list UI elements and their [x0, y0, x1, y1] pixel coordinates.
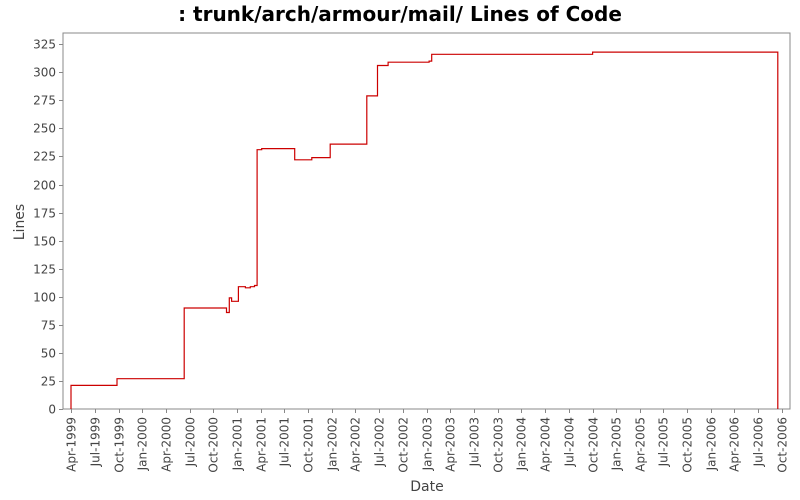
x-tick-label: Jan-2005	[610, 417, 624, 471]
chart-title: : trunk/arch/armour/mail/ Lines of Code	[178, 2, 622, 26]
x-tick-label: Jul-2005	[657, 417, 671, 467]
x-tick-label: Jul-1999	[89, 417, 103, 467]
y-tick-label: 225	[33, 150, 56, 164]
x-tick-label: Jan-2003	[421, 417, 435, 471]
y-tick-label: 175	[33, 207, 56, 221]
x-tick-label: Oct-2003	[492, 417, 506, 473]
y-tick-label: 300	[33, 66, 56, 80]
x-tick-label: Apr-2002	[349, 417, 363, 472]
y-tick-label: 150	[33, 235, 56, 249]
x-tick-label: Apr-1999	[65, 417, 79, 472]
x-tick-label: Jan-2004	[515, 417, 529, 471]
y-tick-label: 200	[33, 179, 56, 193]
y-tick-label: 50	[41, 347, 56, 361]
x-tick-label: Jul-2000	[184, 417, 198, 467]
x-tick-label: Oct-2004	[587, 417, 601, 473]
x-tick-label: Jan-2006	[705, 417, 719, 471]
x-tick-label: Oct-2001	[302, 417, 316, 473]
x-tick-label: Apr-2005	[634, 417, 648, 472]
x-tick-label: Oct-2006	[776, 417, 790, 473]
x-tick-label: Oct-2002	[397, 417, 411, 473]
x-tick-label: Apr-2001	[255, 417, 269, 472]
plot-area	[62, 32, 791, 410]
x-tick-label: Jan-2002	[326, 417, 340, 471]
y-tick-label: 275	[33, 94, 56, 108]
y-tick-label: 0	[48, 403, 56, 417]
x-tick-label: Apr-2006	[728, 417, 742, 472]
x-tick-label: Jan-2000	[136, 417, 150, 471]
y-axis-label: Lines	[12, 204, 28, 240]
y-tick-label: 250	[33, 122, 56, 136]
x-tick-label: Apr-2000	[160, 417, 174, 472]
y-tick-label: 100	[33, 291, 56, 305]
x-tick-label: Apr-2003	[444, 417, 458, 472]
x-tick-label: Jan-2001	[231, 417, 245, 471]
y-tick-label: 125	[33, 263, 56, 277]
x-tick-label: Jul-2002	[373, 417, 387, 467]
x-tick-label: Jul-2006	[752, 417, 766, 467]
series-line	[70, 51, 779, 409]
x-tick-label: Oct-2005	[681, 417, 695, 473]
x-tick-label: Jul-2003	[468, 417, 482, 467]
y-tick-label: 75	[41, 319, 56, 333]
y-tick-label: 325	[33, 38, 56, 52]
x-tick-label: Jul-2001	[278, 417, 292, 467]
x-tick-label: Jul-2004	[563, 417, 577, 467]
x-tick-label: Oct-2000	[207, 417, 221, 473]
y-tick-label: 25	[41, 375, 56, 389]
x-tick-label: Oct-1999	[113, 417, 127, 473]
x-axis-label: Date	[410, 479, 443, 495]
x-tick-label: Apr-2004	[539, 417, 553, 472]
